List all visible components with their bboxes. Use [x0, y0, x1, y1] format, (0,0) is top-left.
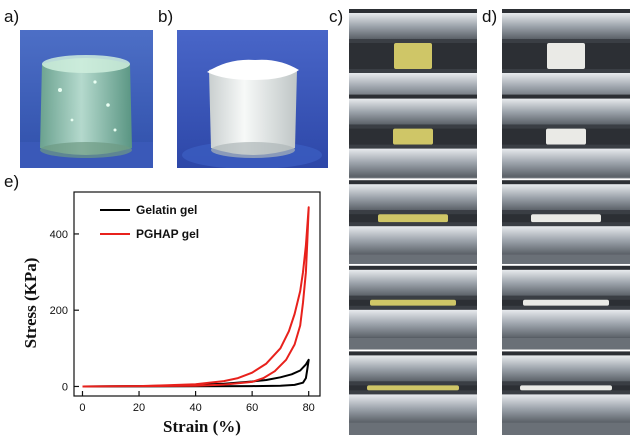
- pghap-frame-5: [502, 351, 630, 435]
- series-line-1: [82, 358, 310, 388]
- x-tick-label: 0: [79, 402, 85, 414]
- pghap-frame-1: [502, 9, 630, 101]
- y-tick-label: 200: [50, 305, 68, 317]
- gelatin-gel-photo: [20, 30, 153, 168]
- panel-label-d: d): [482, 7, 498, 26]
- stress-strain-chart: Stress (KPa) Strain (%) 0 20 40 60 80 0 200 400…: [14, 182, 332, 437]
- pghap-frame-2: [502, 94, 630, 179]
- y-tick-label: 0: [62, 381, 68, 393]
- plot-frame: [73, 191, 321, 397]
- series-line-2: [82, 206, 310, 388]
- pghap-frame-3: [502, 180, 630, 264]
- pghap-frame-4: [502, 265, 630, 350]
- gelatin-frame-4: [349, 265, 477, 350]
- legend-label-2: PGHAP gel: [136, 227, 199, 241]
- x-axis-label: Strain (%): [163, 417, 241, 436]
- legend-label-1: Gelatin gel: [136, 203, 197, 217]
- panel-label-c: c): [329, 7, 344, 26]
- pghap-gel-photo: [177, 30, 328, 168]
- gelatin-frame-2: [349, 94, 477, 179]
- y-tick-label: 400: [50, 229, 68, 241]
- x-tick-label: 20: [133, 402, 145, 414]
- gelatin-compression-sequence: [349, 9, 477, 437]
- panel-label-a: a): [4, 7, 20, 26]
- x-tick-label: 40: [189, 402, 201, 414]
- gelatin-frame-1: [349, 9, 477, 101]
- y-axis-label: Stress (KPa): [21, 258, 40, 349]
- gelatin-frame-5: [349, 351, 477, 435]
- panel-label-e: e): [4, 172, 20, 191]
- panel-label-b: b): [158, 7, 174, 26]
- x-tick-label: 60: [246, 402, 258, 414]
- pghap-compression-sequence: [502, 9, 630, 437]
- x-tick-label: 80: [303, 402, 315, 414]
- gelatin-frame-3: [349, 180, 477, 264]
